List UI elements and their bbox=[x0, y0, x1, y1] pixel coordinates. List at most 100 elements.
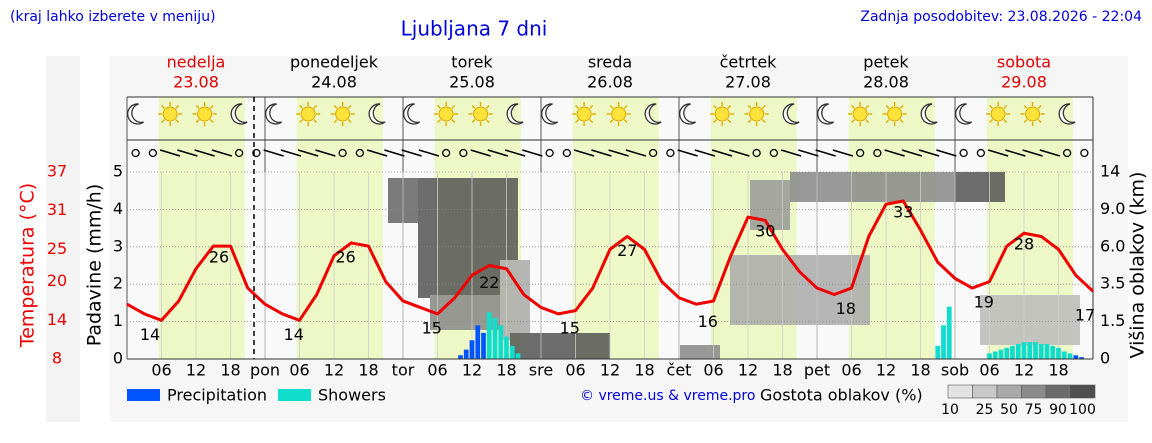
day-name: nedelja bbox=[167, 53, 226, 72]
x-tick-label: 12 bbox=[1014, 361, 1034, 380]
cloud-legend-level: 25 bbox=[976, 402, 994, 418]
x-tick-label: 06 bbox=[151, 361, 171, 380]
sun-ray bbox=[471, 104, 476, 109]
moon bbox=[782, 103, 800, 125]
temp-tick-label: 14 bbox=[47, 310, 67, 329]
sun-ray bbox=[437, 119, 441, 124]
x-tick-label: 18 bbox=[634, 361, 654, 380]
cloud bbox=[510, 333, 610, 359]
precip-bar bbox=[1050, 345, 1056, 359]
sun-icon bbox=[158, 102, 183, 126]
sun bbox=[197, 106, 213, 122]
y2-tick-label: 6.0 bbox=[1100, 236, 1125, 255]
sun-ray bbox=[851, 119, 855, 124]
sun bbox=[576, 106, 592, 122]
sun-ray bbox=[485, 104, 490, 109]
sun-icon bbox=[468, 102, 493, 126]
x-tick-label: čet bbox=[667, 361, 692, 380]
precip-bar bbox=[1027, 342, 1033, 359]
moon bbox=[368, 103, 386, 125]
sun-ray bbox=[1023, 104, 1028, 109]
temperature-extreme: 33 bbox=[893, 202, 913, 221]
wind-barb bbox=[470, 149, 491, 157]
sun-icon bbox=[1020, 102, 1045, 126]
y2-tick-label: 9.0 bbox=[1100, 199, 1125, 218]
wind-barb bbox=[711, 149, 733, 157]
sun-ray bbox=[899, 104, 904, 109]
sun bbox=[438, 106, 454, 122]
temp-tick-label: 8 bbox=[52, 349, 62, 368]
precip-bar bbox=[935, 345, 941, 359]
sun-ray bbox=[761, 119, 766, 124]
wind-barb bbox=[918, 149, 940, 157]
precip-bar bbox=[1015, 344, 1021, 359]
wind-barb bbox=[1039, 149, 1061, 157]
cloud-legend-box bbox=[1021, 384, 1047, 399]
wind-calm bbox=[355, 148, 365, 158]
day-name: ponedeljek bbox=[290, 53, 379, 72]
temperature-extreme: 27 bbox=[617, 241, 637, 260]
sun-ray bbox=[347, 104, 352, 109]
sun-ray bbox=[899, 119, 904, 124]
sun-ray bbox=[747, 104, 752, 109]
precip-axis-label: Padavine (mm/h) bbox=[84, 184, 106, 347]
temperature-extreme: 30 bbox=[755, 222, 775, 241]
sun-ray bbox=[851, 104, 855, 109]
sun-ray bbox=[1023, 119, 1028, 124]
sun-icon bbox=[848, 102, 873, 126]
wind-barb bbox=[987, 149, 1009, 157]
day-date: 23.08 bbox=[173, 73, 219, 92]
precip-bar bbox=[1004, 347, 1010, 359]
sun-ray bbox=[347, 119, 352, 124]
precip-bar bbox=[1073, 355, 1079, 359]
wind-barb bbox=[177, 149, 198, 157]
sun-ray bbox=[575, 104, 579, 109]
y-tick-label: 4 bbox=[113, 199, 123, 218]
wind-calm bbox=[441, 148, 451, 158]
day-date: 27.08 bbox=[725, 73, 771, 92]
cloud bbox=[790, 172, 955, 202]
precip-bar bbox=[998, 349, 1004, 359]
cloud-legend-title: Gostota oblakov (%) bbox=[760, 386, 923, 405]
precip-bar bbox=[1067, 353, 1073, 359]
cloud bbox=[955, 172, 1005, 202]
wind-barb bbox=[1022, 149, 1043, 157]
x-tick-label: 12 bbox=[462, 361, 482, 380]
sun bbox=[714, 106, 730, 122]
wind-barb bbox=[366, 149, 388, 157]
sun-ray bbox=[299, 104, 303, 109]
moon bbox=[506, 103, 524, 125]
precip-bar bbox=[475, 325, 481, 359]
sun-ray bbox=[609, 119, 614, 124]
cloud-legend-box bbox=[996, 384, 1022, 399]
sun-ray bbox=[761, 104, 766, 109]
precip-bar bbox=[486, 312, 492, 359]
sun-ray bbox=[989, 104, 993, 109]
sun-ray bbox=[747, 119, 752, 124]
wind-calm bbox=[131, 148, 140, 158]
cloud bbox=[750, 180, 790, 230]
sun bbox=[300, 106, 316, 122]
temp-tick-label: 25 bbox=[47, 239, 67, 258]
wind-barb bbox=[384, 149, 405, 157]
sun-ray bbox=[437, 104, 441, 109]
wind-calm bbox=[752, 148, 761, 158]
x-tick-label: 18 bbox=[772, 361, 792, 380]
wind-calm bbox=[873, 148, 882, 158]
sun-ray bbox=[885, 104, 890, 109]
y-tick-label: 2 bbox=[113, 274, 123, 293]
sun bbox=[749, 106, 765, 122]
sun-ray bbox=[161, 119, 165, 124]
day-date: 26.08 bbox=[587, 73, 633, 92]
wind-calm bbox=[252, 148, 261, 158]
wind-calm bbox=[1080, 148, 1089, 158]
sun-ray bbox=[885, 119, 890, 124]
x-tick-label: 06 bbox=[565, 361, 585, 380]
sun-ray bbox=[623, 119, 628, 124]
sun bbox=[990, 106, 1006, 122]
temperature-extreme: 19 bbox=[974, 293, 994, 312]
wind-barb bbox=[418, 149, 440, 157]
sun-ray bbox=[1003, 104, 1008, 109]
cloud-legend-level: 100 bbox=[1069, 402, 1096, 418]
